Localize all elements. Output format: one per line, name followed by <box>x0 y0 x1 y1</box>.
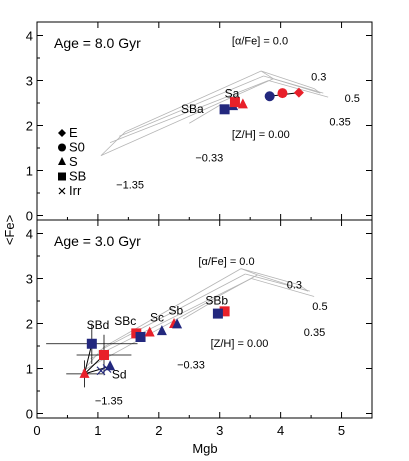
marker-circle <box>58 143 66 152</box>
zh-value: −0.33 <box>195 153 223 165</box>
y-tick-label: 3 <box>26 272 33 287</box>
alpha-value: 0.5 <box>312 301 327 313</box>
class-label: SBc <box>114 314 136 328</box>
class-label: Sd <box>112 367 127 381</box>
zh-value: −0.33 <box>177 360 205 372</box>
class-label: Sb <box>169 304 184 318</box>
zh-title: [Z/H] = 0.00 <box>211 338 269 350</box>
y-tick-label: 4 <box>26 29 33 44</box>
x-axis-label: Mgb <box>192 441 217 456</box>
marker-triangle <box>79 367 90 378</box>
class-label: SBa <box>181 102 204 116</box>
marker-diamond <box>58 129 66 137</box>
marker-circle <box>277 88 288 99</box>
marker-triangle <box>237 98 248 109</box>
zh-value: −1.35 <box>95 396 123 408</box>
legend-label: E <box>69 125 78 140</box>
y-tick-label: 3 <box>26 74 33 89</box>
y-tick-label: 4 <box>26 227 33 242</box>
marker-circle <box>264 91 275 102</box>
grid-line <box>245 273 310 292</box>
legend-label: SB <box>69 169 86 184</box>
class-label: SBd <box>87 318 110 332</box>
grid-line <box>189 104 220 124</box>
grid-line <box>97 273 246 352</box>
grid-line <box>240 268 258 276</box>
panel-label: Age = 3.0 Gyr <box>54 233 141 249</box>
grid-line <box>103 268 242 348</box>
plot-frame <box>36 219 373 419</box>
panel-bottom: 0 1 2 3 4 0 1 2 3 4 5 Age = 3.0 Gyr [α/Fe] = 0.0 0.3 0… <box>26 219 373 438</box>
marker-cross <box>102 364 112 373</box>
cross-stroke <box>58 187 66 195</box>
grid-line <box>125 70 262 133</box>
y-tick-label: 0 <box>26 209 33 224</box>
alpha-value: 0.3 <box>311 72 326 84</box>
grid-line <box>298 284 309 292</box>
marker-square <box>212 308 223 319</box>
model-grid <box>82 268 315 372</box>
panel-top: 0 1 2 3 4 Age = 8.0 Gyr [α/Fe] = 0.0 0.3 0.5 0.35… <box>26 21 373 224</box>
y-tick-label: 2 <box>26 119 33 134</box>
x-tick-label: 5 <box>338 423 345 438</box>
grid-line <box>313 88 321 94</box>
class-label: SBb <box>205 294 228 308</box>
marker-triangle <box>58 157 66 165</box>
x-tick-label: 2 <box>155 423 162 438</box>
x-tick-label: 1 <box>94 423 101 438</box>
alpha-value: 0.35 <box>329 117 350 129</box>
marker-diamond <box>293 87 304 98</box>
model-grid <box>100 70 329 157</box>
alpha-title: [α/Fe] = 0.0 <box>232 36 288 48</box>
class-label: Sc <box>150 310 164 324</box>
grid-line <box>263 75 324 94</box>
y-tick-label: 2 <box>26 317 33 332</box>
alpha-value: 0.5 <box>345 93 360 105</box>
grid-line <box>119 75 264 137</box>
cross-stroke <box>102 364 112 373</box>
y-axis-label: <Fe> <box>2 215 17 245</box>
grid-line <box>100 131 126 156</box>
grid-line <box>182 300 214 320</box>
grid-line <box>260 70 274 80</box>
zh-title: [Z/H] = 0.00 <box>232 129 290 141</box>
cross-stroke <box>96 366 106 376</box>
zh-value: −1.35 <box>116 180 144 192</box>
grid-line <box>240 268 300 286</box>
alpha-value: 0.35 <box>304 327 325 339</box>
marker-square <box>99 350 109 360</box>
alpha-title: [α/Fe] = 0.0 <box>198 256 254 268</box>
panel-label: Age = 8.0 Gyr <box>54 35 141 51</box>
alpha-value: 0.3 <box>287 279 302 291</box>
grid-line <box>261 70 315 89</box>
grid-line <box>109 80 269 143</box>
marker-square <box>135 332 146 342</box>
x-tick-label: 4 <box>277 423 284 438</box>
class-label: Sa <box>225 87 240 101</box>
y-tick-label: 0 <box>26 407 33 422</box>
grid-line <box>251 278 315 297</box>
x-tick-label: 3 <box>216 423 223 438</box>
x-tick-label: 0 <box>33 423 40 438</box>
marker-cross <box>96 366 106 376</box>
legend-label: S0 <box>69 140 85 155</box>
connector-line <box>84 343 93 375</box>
marker-triangle <box>156 325 167 336</box>
y-tick-label: 1 <box>26 362 33 377</box>
y-tick-label: 1 <box>26 164 33 179</box>
marker-square <box>58 172 66 181</box>
legend-label: Irr <box>69 183 82 198</box>
marker-triangle <box>144 326 155 337</box>
grid-line <box>100 78 274 157</box>
marker-cross <box>58 187 66 195</box>
marker-square <box>219 306 230 317</box>
marker-square <box>229 97 240 108</box>
marker-square <box>219 104 230 115</box>
marker-square <box>86 338 97 349</box>
grid-line <box>90 278 252 359</box>
legend-label: S <box>69 154 78 169</box>
marker-triangle <box>172 318 183 329</box>
